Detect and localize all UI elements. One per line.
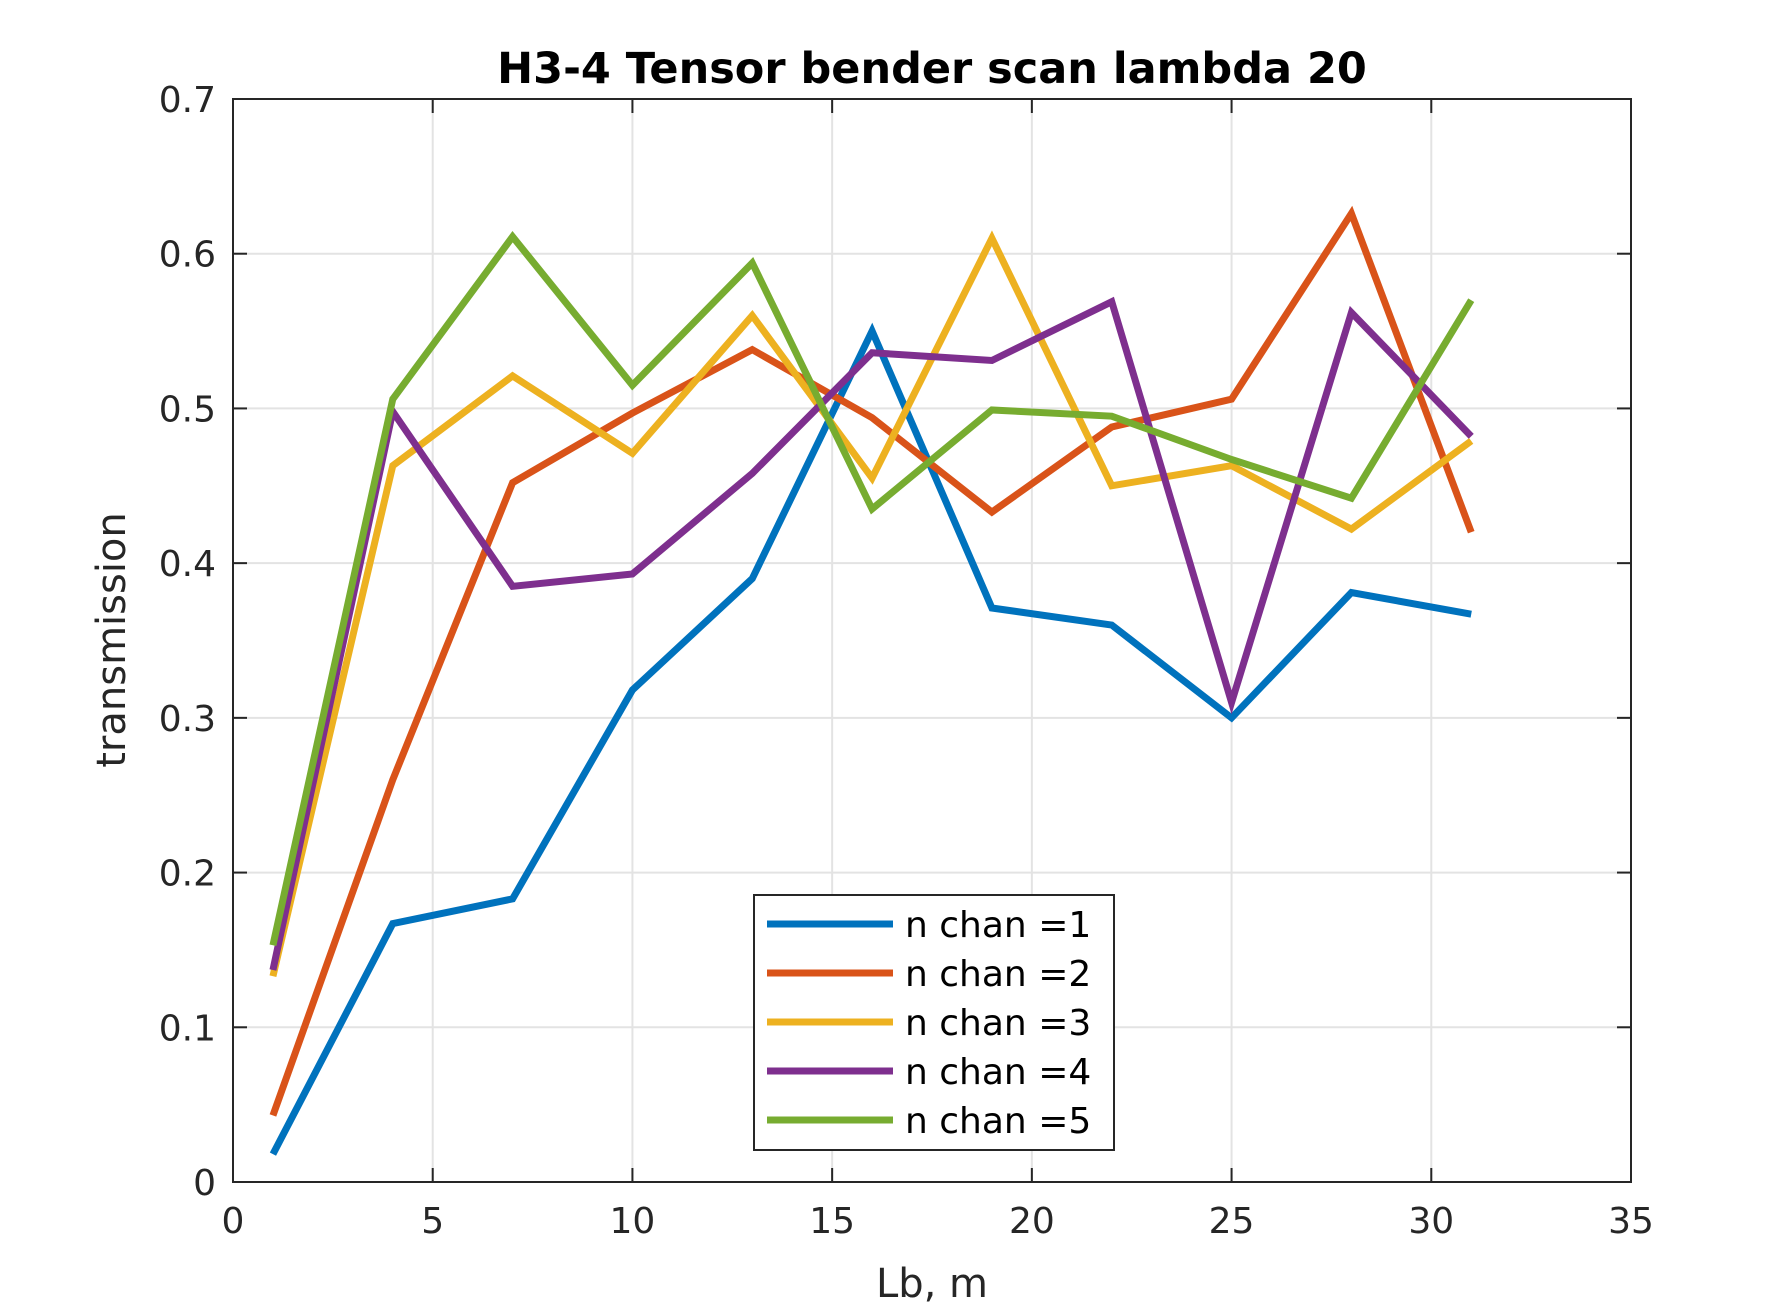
legend: n chan =1 n chan =2 n chan =3 n chan =4 n ch… bbox=[753, 894, 1115, 1151]
axes-box bbox=[232, 98, 1632, 1183]
y-tick-label: 0 bbox=[193, 1163, 216, 1204]
series-line-3 bbox=[269, 230, 1474, 978]
legend-label-4: n chan =4 bbox=[905, 1052, 1091, 1093]
y-tick-labels: 0 0.1 0.2 0.3 0.4 0.5 0.6 0.7 bbox=[159, 80, 216, 1204]
y-axis-label: transmission bbox=[89, 512, 135, 768]
x-tick-label: 15 bbox=[809, 1201, 855, 1242]
series-line-1 bbox=[269, 322, 1472, 1156]
x-tick-label: 5 bbox=[421, 1201, 444, 1242]
y-tick-label: 0.2 bbox=[159, 854, 216, 895]
legend-label-3: n chan =3 bbox=[905, 1003, 1091, 1044]
legend-label-5: n chan =5 bbox=[905, 1101, 1091, 1142]
series-line-2 bbox=[269, 205, 1475, 1117]
x-axis-label: Lb, m bbox=[876, 1261, 988, 1307]
x-tick-label: 0 bbox=[222, 1201, 245, 1242]
x-tick-label: 10 bbox=[610, 1201, 656, 1242]
y-tick-label: 0.4 bbox=[159, 544, 216, 585]
legend-label-1: n chan =1 bbox=[905, 905, 1091, 946]
y-tick-label: 0.1 bbox=[159, 1008, 216, 1049]
x-tick-label: 30 bbox=[1408, 1201, 1454, 1242]
x-tick-labels: 0 5 10 15 20 25 30 35 bbox=[222, 1201, 1654, 1242]
chart-title: H3-4 Tensor bender scan lambda 20 bbox=[497, 44, 1367, 94]
series-line-5 bbox=[269, 230, 1475, 947]
y-tick-label: 0.3 bbox=[159, 699, 216, 740]
legend-label-2: n chan =2 bbox=[905, 954, 1091, 995]
x-tick-label: 35 bbox=[1608, 1201, 1654, 1242]
y-tick-label: 0.7 bbox=[159, 80, 216, 121]
axis-ticks bbox=[232, 98, 1632, 1183]
y-tick-label: 0.6 bbox=[159, 235, 216, 276]
series-lines bbox=[269, 205, 1475, 1156]
x-tick-label: 25 bbox=[1209, 1201, 1255, 1242]
series-line-4 bbox=[269, 296, 1474, 971]
x-tick-label: 20 bbox=[1009, 1201, 1055, 1242]
y-tick-label: 0.5 bbox=[159, 389, 216, 430]
